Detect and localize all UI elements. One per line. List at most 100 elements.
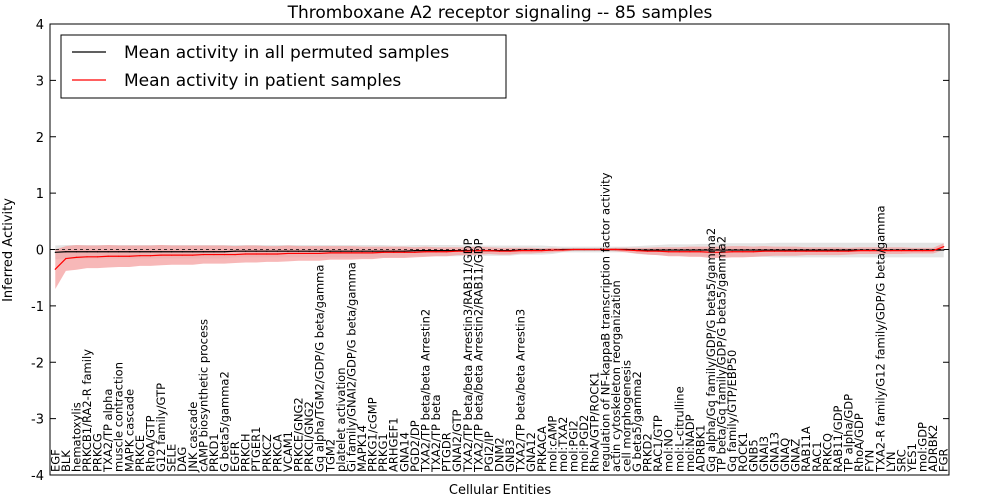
legend: Mean activity in all permuted samples Me… <box>60 34 507 99</box>
data-point-1-19 <box>255 253 257 255</box>
data-point-1-8 <box>139 255 141 257</box>
data-point-1-9 <box>149 255 152 257</box>
data-point-1-55 <box>636 250 638 252</box>
data-point-1-26 <box>329 252 331 254</box>
data-point-1-38 <box>456 250 458 252</box>
x-tick-label: G beta5/gamma2 <box>630 371 644 472</box>
data-point-1-57 <box>657 250 659 252</box>
y-tick-label: -2 <box>31 356 44 371</box>
data-point-0-63 <box>721 249 723 251</box>
data-point-1-28 <box>350 252 353 254</box>
x-tick-label: PGD2/DP <box>408 420 422 472</box>
x-tick-label: ADRBK1 <box>693 425 707 472</box>
data-point-0-70 <box>795 249 797 251</box>
x-axis-label: Cellular Entities <box>449 483 551 498</box>
x-tick-label: G beta5/gamma2 <box>218 371 232 472</box>
x-tick-label: regulation of NF-kappaB transcription fa… <box>598 172 612 472</box>
y-tick-label: 3 <box>36 74 44 89</box>
x-tick-label: PRKCB1/RA2-R family <box>80 349 94 472</box>
data-point-0-60 <box>689 249 691 251</box>
data-point-1-67 <box>763 250 765 252</box>
x-tick-label: SRC <box>894 449 908 472</box>
data-point-0-28 <box>350 250 353 252</box>
data-point-0-0 <box>54 251 56 253</box>
series-band-1 <box>55 243 944 289</box>
data-point-1-39 <box>467 250 469 252</box>
data-point-1-80 <box>900 250 903 252</box>
x-tick-label: ROCK1 <box>736 432 750 472</box>
data-point-1-35 <box>424 251 427 253</box>
x-tick-label: LYN <box>884 451 898 472</box>
data-point-1-10 <box>160 254 162 256</box>
data-point-1-42 <box>498 250 501 252</box>
data-point-0-23 <box>297 250 300 252</box>
x-tick-label: EGF <box>48 449 62 472</box>
data-point-1-14 <box>202 253 204 256</box>
x-tick-label: GNAI2/GTP <box>450 410 464 472</box>
data-point-1-66 <box>752 251 754 253</box>
data-point-1-37 <box>446 251 448 253</box>
data-point-1-13 <box>192 254 194 256</box>
x-tick-label: DAG <box>175 447 189 472</box>
data-point-0-8 <box>139 251 141 253</box>
data-point-1-58 <box>668 251 670 253</box>
data-point-0-71 <box>805 249 807 251</box>
data-point-0-4 <box>96 251 99 253</box>
data-point-1-79 <box>890 250 892 252</box>
x-tick-label: MAPK cascade <box>122 389 136 472</box>
x-tick-label: GNA13 <box>767 432 781 472</box>
data-point-1-12 <box>181 254 183 256</box>
data-point-1-18 <box>245 253 247 255</box>
x-tick-label: mol:PGI2 <box>567 420 581 472</box>
x-tick-label: PTGER1 <box>249 427 263 472</box>
y-tick-label: 0 <box>36 244 44 259</box>
data-point-0-57 <box>657 249 659 251</box>
x-tick-label: hematoxylis <box>69 402 83 472</box>
x-tick-label: RAB11/GDP <box>831 405 845 472</box>
data-point-1-20 <box>266 253 268 255</box>
x-tick-label: JNK cascade <box>186 402 200 473</box>
data-point-1-45 <box>530 250 532 252</box>
x-tick-label: PRKCE <box>133 435 147 472</box>
data-point-1-62 <box>710 251 712 253</box>
x-tick-label: TXA2/TP beta/beta Arrestin3/RAB11/GDP <box>461 238 475 473</box>
data-point-1-16 <box>223 253 226 256</box>
x-tick-label: PRKCH <box>239 433 253 472</box>
x-tick-label: ADRBK2 <box>926 425 940 472</box>
data-point-0-1 <box>65 251 67 253</box>
data-point-0-33 <box>403 250 405 252</box>
data-point-0-5 <box>107 251 109 253</box>
data-point-0-13 <box>192 251 194 253</box>
data-point-1-15 <box>213 253 215 256</box>
data-point-1-4 <box>96 256 99 258</box>
data-point-1-7 <box>128 255 130 257</box>
x-tick-label: PRKACA <box>535 426 549 472</box>
data-point-0-75 <box>847 249 850 251</box>
data-point-0-9 <box>149 251 152 253</box>
x-tick-label: GNAQ <box>778 438 792 472</box>
data-point-1-78 <box>879 250 881 252</box>
data-point-0-25 <box>319 250 321 252</box>
x-tick-label: TP alpha/GDP <box>842 394 856 473</box>
data-point-1-51 <box>594 248 596 251</box>
x-tick-label: platelet activation <box>334 367 348 472</box>
data-point-0-61 <box>699 249 702 251</box>
x-tick-label: TXA2/TP beta/beta Arrestin2/RAB11/GDP <box>471 238 485 473</box>
y-tick-label: 2 <box>36 131 44 146</box>
data-point-1-56 <box>646 250 649 252</box>
x-tick-label: PRKG1 <box>376 433 390 472</box>
x-tick-label: PRKD2 <box>641 433 655 472</box>
x-tick-label: DNM2 <box>493 437 507 472</box>
data-point-0-17 <box>234 250 236 252</box>
data-point-0-66 <box>752 249 754 251</box>
x-tick-label: RhoA/GDP <box>852 413 866 472</box>
data-point-1-73 <box>826 250 828 252</box>
data-point-1-49 <box>572 248 575 251</box>
data-point-0-16 <box>223 251 226 253</box>
x-tick-label: mol:PGD2 <box>577 415 591 472</box>
data-point-1-84 <box>943 246 945 248</box>
data-point-0-18 <box>245 250 247 252</box>
data-point-1-23 <box>297 252 300 255</box>
data-point-1-69 <box>784 250 786 252</box>
